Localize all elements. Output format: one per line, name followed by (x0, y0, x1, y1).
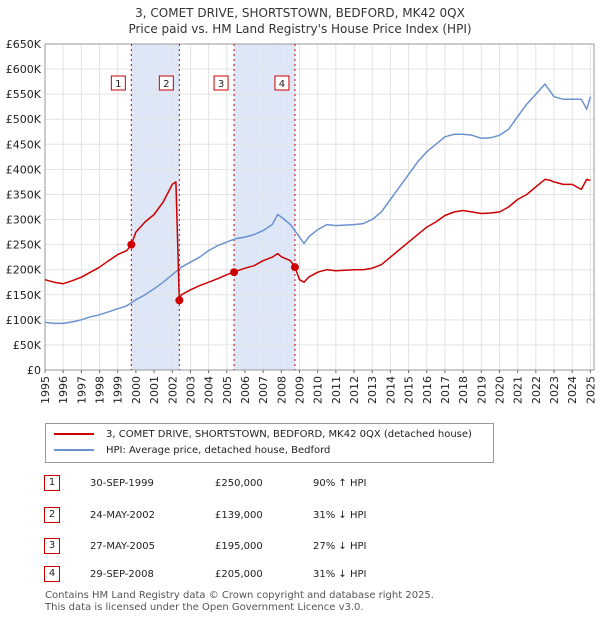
transaction-price: £250,000 (215, 478, 263, 489)
legend-label-hpi: HPI: Average price, detached house, Bedf… (106, 445, 331, 456)
x-tick-label: 2018 (457, 376, 470, 404)
x-tick-label: 2023 (548, 376, 561, 404)
transaction-date: 30-SEP-1999 (90, 478, 154, 489)
sale-label: 4 (279, 79, 285, 90)
transaction-row: 1 30-SEP-1999 £250,000 90% ↑ HPI (0, 475, 600, 495)
x-tick-label: 2020 (493, 376, 506, 404)
y-tick-label: £150K (6, 289, 42, 302)
sale-label: 1 (115, 79, 121, 90)
transaction-row: 4 29-SEP-2008 £205,000 31% ↓ HPI (0, 566, 600, 586)
x-tick-label: 1997 (75, 376, 88, 404)
sale-label-box (213, 75, 229, 91)
y-tick-label: £450K (6, 138, 42, 151)
x-tick-label: 2004 (203, 376, 216, 404)
legend-item-hpi: HPI: Average price, detached house, Bedf… (54, 444, 330, 458)
footer-license: This data is licensed under the Open Gov… (45, 602, 364, 613)
transaction-date: 29-SEP-2008 (90, 569, 154, 580)
x-tick-label: 2019 (475, 376, 488, 404)
x-tick-label: 2009 (294, 376, 307, 404)
sale-label-box (158, 75, 174, 91)
y-tick-label: £350K (6, 188, 42, 201)
sale-label-box (274, 75, 290, 91)
sale-point (127, 240, 136, 249)
sale-period-shade (234, 44, 295, 370)
y-tick-label: £550K (6, 88, 42, 101)
transaction-hpi: 27% ↓ HPI (313, 541, 367, 552)
x-tick-label: 2025 (584, 376, 597, 404)
x-tick-label: 2002 (166, 376, 179, 404)
transaction-price: £139,000 (215, 510, 263, 521)
x-tick-label: 2017 (439, 376, 452, 404)
plot-area (45, 44, 594, 370)
footer-copyright: Contains HM Land Registry data © Crown c… (45, 590, 434, 601)
x-tick-label: 2024 (566, 376, 579, 404)
y-tick-label: £100K (6, 314, 42, 327)
price-chart: £0 £50K £100K £150K £200K £250K £300K £350K £400… (6, 38, 598, 404)
transaction-marker: 4 (44, 566, 60, 582)
y-tick-label: £500K (6, 113, 42, 126)
legend-swatch-property (54, 433, 94, 435)
x-tick-label: 2006 (239, 376, 252, 404)
transaction-marker: 3 (44, 538, 60, 554)
transaction-marker: 2 (44, 507, 60, 523)
x-tick-label: 2000 (130, 376, 143, 404)
x-tick-label: 1995 (39, 376, 52, 404)
legend-label-property: 3, COMET DRIVE, SHORTSTOWN, BEDFORD, MK4… (106, 429, 472, 440)
y-tick-label: £250K (6, 239, 42, 252)
property-price-line (44, 178, 591, 302)
legend-item-property: 3, COMET DRIVE, SHORTSTOWN, BEDFORD, MK4… (54, 428, 472, 442)
x-tick-label: 2011 (330, 376, 343, 404)
x-tick-label: 2008 (275, 376, 288, 404)
transaction-row: 2 24-MAY-2002 £139,000 31% ↓ HPI (0, 507, 600, 527)
transaction-marker: 1 (44, 475, 60, 491)
x-tick-label: 1998 (94, 376, 107, 404)
transaction-row: 3 27-MAY-2005 £195,000 27% ↓ HPI (0, 538, 600, 558)
x-tick-label: 2015 (403, 376, 416, 404)
y-tick-label: £0 (27, 364, 41, 377)
sale-point (175, 296, 184, 305)
x-tick-label: 2010 (312, 376, 325, 404)
chart-subtitle: Price paid vs. HM Land Registry's House … (128, 22, 472, 36)
plot-frame (44, 43, 595, 371)
transaction-date: 27-MAY-2005 (90, 541, 156, 552)
transaction-date: 24-MAY-2002 (90, 510, 156, 521)
sale-point (230, 268, 239, 277)
transaction-hpi: 31% ↓ HPI (313, 510, 367, 521)
y-tick-label: £600K (6, 63, 42, 76)
x-tick-label: 2013 (366, 376, 379, 404)
x-tick-label: 2021 (512, 376, 525, 404)
y-tick-label: £50K (13, 339, 42, 352)
x-tick-label: 2012 (348, 376, 361, 404)
y-tick-label: £200K (6, 264, 42, 277)
sale-label-box (110, 75, 126, 91)
y-tick-label: £400K (6, 163, 42, 176)
x-tick-label: 2022 (530, 376, 543, 404)
x-tick-label: 2001 (148, 376, 161, 404)
y-tick-label: £300K (6, 214, 42, 227)
x-tick-label: 2016 (421, 376, 434, 404)
legend-swatch-hpi (54, 449, 94, 451)
x-tick-label: 2007 (257, 376, 270, 404)
hpi-line (44, 83, 592, 325)
transaction-hpi: 31% ↓ HPI (313, 569, 367, 580)
chart-legend: 3, COMET DRIVE, SHORTSTOWN, BEDFORD, MK4… (45, 423, 494, 463)
sale-point (290, 263, 299, 272)
sale-label: 2 (163, 79, 169, 90)
transaction-hpi: 90% ↑ HPI (313, 478, 367, 489)
sale-label: 3 (218, 79, 224, 90)
sale-period-shade (131, 44, 180, 370)
x-tick-label: 1999 (112, 376, 125, 404)
transaction-price: £205,000 (215, 569, 263, 580)
transaction-price: £195,000 (215, 541, 263, 552)
chart-title: 3, COMET DRIVE, SHORTSTOWN, BEDFORD, MK4… (135, 6, 465, 20)
x-tick-label: 1996 (57, 376, 70, 404)
x-tick-label: 2014 (384, 376, 397, 404)
x-tick-label: 2003 (184, 376, 197, 404)
x-tick-label: 2005 (221, 376, 234, 404)
y-tick-label: £650K (6, 38, 42, 51)
